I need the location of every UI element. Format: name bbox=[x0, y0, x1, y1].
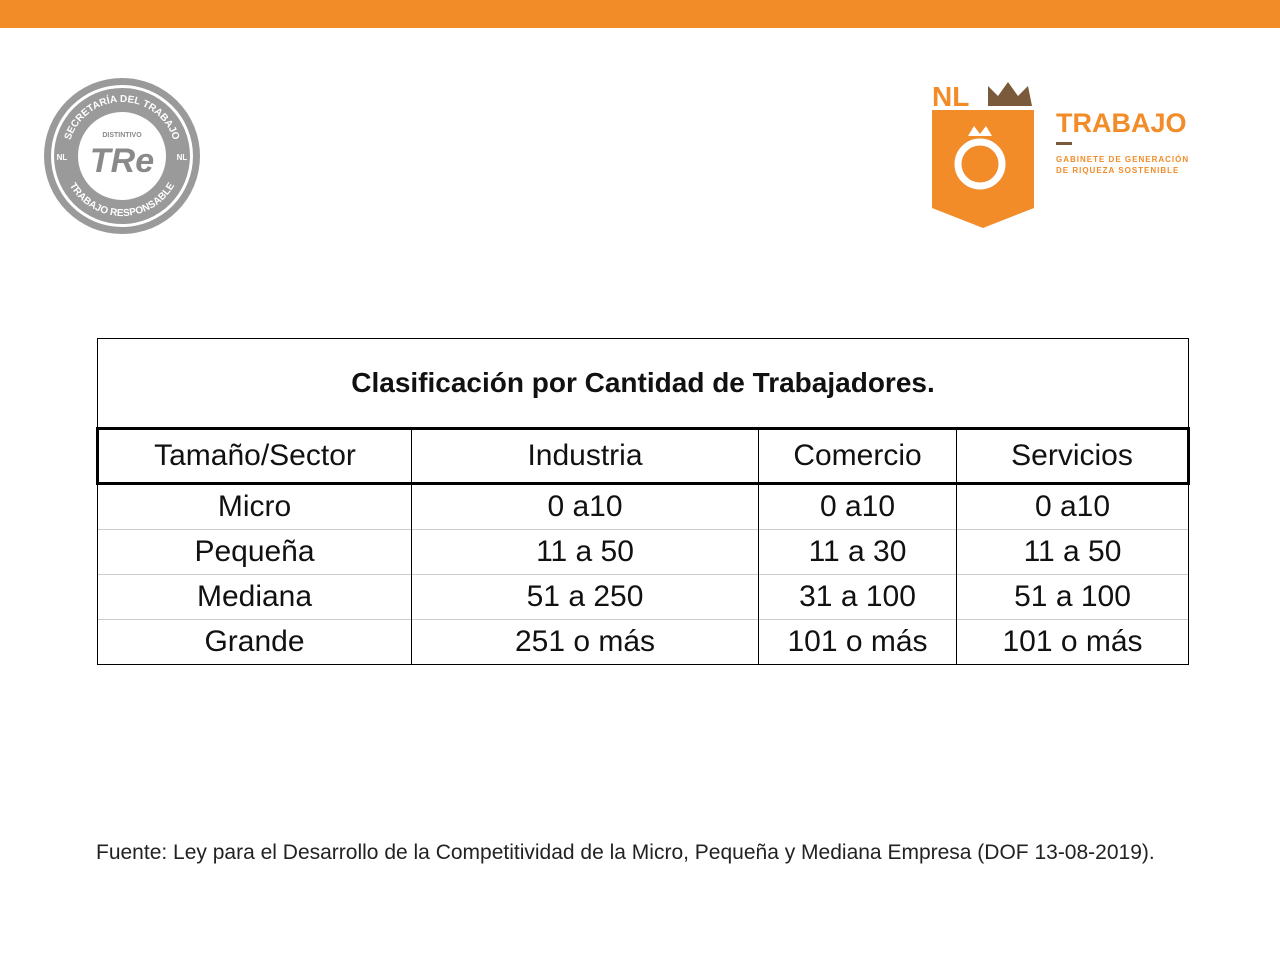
top-bar bbox=[0, 0, 1280, 28]
table-row: Mediana 51 a 250 31 a 100 51 a 100 bbox=[97, 574, 1189, 620]
table-cell: Grande bbox=[97, 619, 412, 665]
table-cell: 101 o más bbox=[758, 619, 957, 665]
brand-title: TRABAJO bbox=[1056, 108, 1187, 138]
column-header: Tamaño/Sector bbox=[96, 427, 412, 485]
seal-logo: SECRETARÍA DEL TRABAJO TRABAJO RESPONSAB… bbox=[44, 78, 200, 234]
column-header: Comercio bbox=[758, 427, 957, 485]
column-header: Industria bbox=[411, 427, 759, 485]
table-cell: 0 a10 bbox=[411, 483, 759, 530]
seal-small: DISTINTIVO bbox=[102, 132, 142, 139]
table-cell: 51 a 250 bbox=[411, 574, 759, 620]
table-cell: 0 a10 bbox=[758, 483, 957, 530]
table-title: Clasificación por Cantidad de Trabajador… bbox=[97, 338, 1189, 429]
table-cell: 11 a 50 bbox=[956, 529, 1189, 575]
table-cell: 11 a 50 bbox=[411, 529, 759, 575]
table-body: Clasificación por Cantidad de Trabajador… bbox=[96, 338, 1190, 665]
table-row: Grande 251 o más 101 o más 101 o más bbox=[97, 619, 1189, 665]
seal-mark: TRe bbox=[90, 142, 154, 180]
seal-side: NL bbox=[57, 153, 68, 162]
table-cell: 11 a 30 bbox=[758, 529, 957, 575]
table-cell: Pequeña bbox=[97, 529, 412, 575]
table-cell: Micro bbox=[97, 483, 412, 530]
header-row: Tamaño/Sector Industria Comercio Servicios bbox=[96, 427, 1190, 485]
table-row: Micro 0 a10 0 a10 0 a10 bbox=[97, 483, 1189, 530]
brand-logo: NL TRABAJO GABINETE DE GENERACIÓN DE RIQ… bbox=[932, 81, 1189, 228]
column-header: Servicios bbox=[956, 427, 1190, 485]
table-cell: 51 a 100 bbox=[956, 574, 1189, 620]
seal-side: NL bbox=[177, 153, 188, 162]
table-row: Pequeña 11 a 50 11 a 30 11 a 50 bbox=[97, 529, 1189, 575]
title-row: Clasificación por Cantidad de Trabajador… bbox=[97, 338, 1189, 429]
table-cell: 251 o más bbox=[411, 619, 759, 665]
table-cell: Mediana bbox=[97, 574, 412, 620]
table-cell: 101 o más bbox=[956, 619, 1189, 665]
source-note: Fuente: Ley para el Desarrollo de la Com… bbox=[96, 841, 1155, 864]
classification-table: Clasificación por Cantidad de Trabajador… bbox=[96, 338, 1190, 665]
table-cell: 31 a 100 bbox=[758, 574, 957, 620]
brand-subtitle: DE RIQUEZA SOSTENIBLE bbox=[1056, 166, 1179, 175]
brand-nl: NL bbox=[932, 81, 969, 112]
table-cell: 0 a10 bbox=[956, 483, 1189, 530]
brand-subtitle: GABINETE DE GENERACIÓN bbox=[1056, 155, 1189, 164]
